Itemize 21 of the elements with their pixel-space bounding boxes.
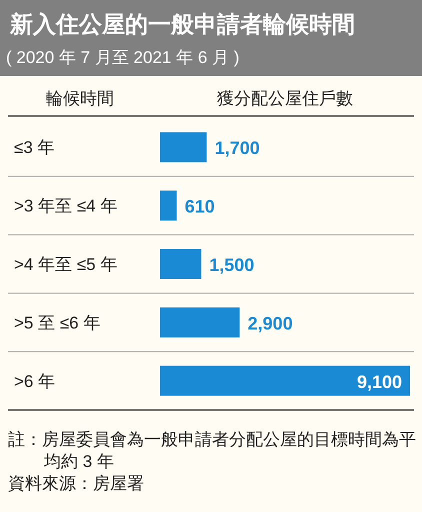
bar <box>160 366 410 396</box>
data-label: 610 <box>184 196 215 217</box>
source-note: 資料來源：房屋署 <box>8 474 144 493</box>
x-axis-title: 獲分配公屋住戶數 <box>217 89 353 108</box>
data-label: 2,900 <box>248 313 293 334</box>
y-tick-label: >5 至 ≤6 年 <box>14 313 100 332</box>
bar <box>160 132 207 162</box>
y-tick-label: ≤3 年 <box>14 138 55 158</box>
bar <box>160 249 202 279</box>
data-label: 9,100 <box>356 372 402 392</box>
y-tick-label: >4 年至 ≤5 年 <box>14 255 118 274</box>
y-tick-label: >3 年至 ≤4 年 <box>14 196 118 216</box>
chart-subtitle: ( 2020 年 7 月至 2021 年 6 月 ) <box>6 48 240 67</box>
chart-title: 新入住公屋的一般申請者輪候時間 <box>9 11 355 37</box>
bar <box>160 307 240 338</box>
data-label: 1,500 <box>209 255 254 275</box>
bar <box>160 190 177 221</box>
data-label: 1,700 <box>214 138 260 158</box>
y-axis-title: 輪候時間 <box>46 89 114 108</box>
text: 註：房屋委員會為一般申請者分配公屋的目標時間為平均約 3 年 <box>8 430 416 471</box>
y-tick-label: >6 年 <box>14 372 56 391</box>
